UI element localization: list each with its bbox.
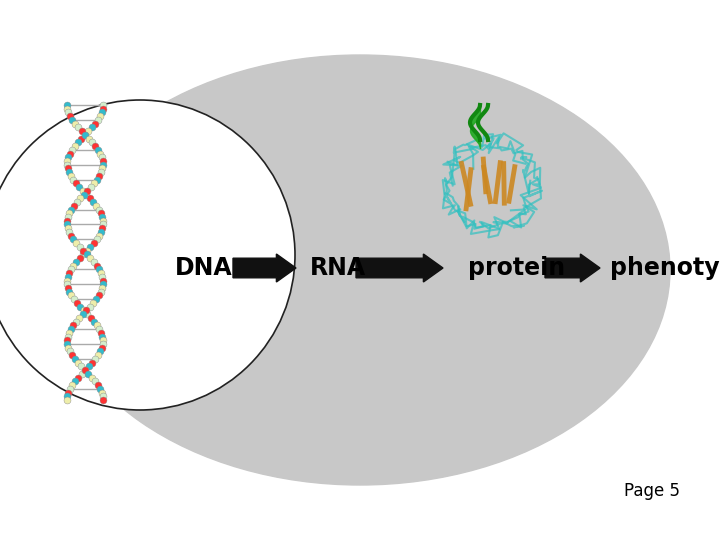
Text: phenotype: phenotype [610, 256, 720, 280]
Polygon shape [356, 254, 443, 282]
Text: Page 5: Page 5 [624, 482, 680, 500]
Polygon shape [545, 254, 600, 282]
Polygon shape [233, 254, 296, 282]
Ellipse shape [50, 55, 670, 485]
Text: protein: protein [468, 256, 565, 280]
Text: RNA: RNA [310, 256, 366, 280]
Text: DNA: DNA [175, 256, 233, 280]
Circle shape [0, 100, 295, 410]
